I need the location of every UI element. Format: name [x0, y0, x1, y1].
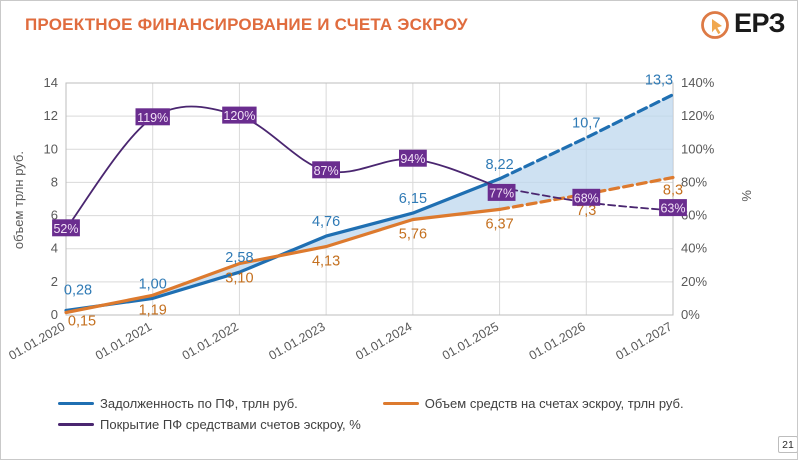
svg-text:4,13: 4,13 — [312, 254, 340, 270]
svg-text:6,37: 6,37 — [485, 216, 513, 232]
svg-text:0,15: 0,15 — [68, 314, 96, 330]
svg-text:2: 2 — [51, 274, 58, 289]
svg-text:120%: 120% — [681, 108, 715, 123]
svg-text:10: 10 — [44, 141, 58, 156]
svg-text:12: 12 — [44, 108, 58, 123]
svg-text:6,15: 6,15 — [399, 191, 427, 207]
svg-text:1,19: 1,19 — [139, 302, 167, 318]
svg-text:77%: 77% — [489, 186, 514, 200]
svg-text:40%: 40% — [681, 241, 707, 256]
svg-text:4,76: 4,76 — [312, 214, 340, 230]
svg-text:01.01.2025: 01.01.2025 — [440, 319, 501, 362]
svg-text:5,76: 5,76 — [399, 227, 427, 243]
svg-text:63%: 63% — [660, 202, 685, 216]
svg-text:3,10: 3,10 — [225, 271, 253, 287]
svg-text:01.01.2024: 01.01.2024 — [353, 319, 414, 362]
svg-text:0%: 0% — [681, 307, 700, 322]
svg-text:94%: 94% — [400, 152, 425, 166]
svg-text:01.01.2021: 01.01.2021 — [93, 319, 154, 362]
svg-text:01.01.2023: 01.01.2023 — [266, 319, 327, 362]
svg-text:80%: 80% — [681, 174, 707, 189]
svg-text:1,00: 1,00 — [139, 276, 167, 292]
svg-text:100%: 100% — [681, 141, 715, 156]
svg-text:01.01.2026: 01.01.2026 — [527, 319, 588, 362]
svg-text:119%: 119% — [137, 111, 168, 125]
svg-text:8: 8 — [51, 174, 58, 189]
svg-text:87%: 87% — [314, 164, 339, 178]
svg-text:10,7: 10,7 — [572, 116, 600, 132]
svg-text:01.01.2027: 01.01.2027 — [613, 319, 674, 362]
svg-text:8,3: 8,3 — [663, 183, 683, 199]
svg-text:8,22: 8,22 — [485, 157, 513, 173]
svg-text:20%: 20% — [681, 274, 707, 289]
svg-text:52%: 52% — [53, 222, 78, 236]
svg-text:14: 14 — [44, 75, 58, 90]
svg-text:120%: 120% — [223, 109, 255, 123]
svg-text:68%: 68% — [574, 191, 599, 205]
svg-text:2,58: 2,58 — [225, 250, 253, 266]
svg-text:0,28: 0,28 — [64, 282, 92, 298]
svg-text:01.01.2020: 01.01.2020 — [6, 319, 67, 362]
svg-text:4: 4 — [51, 241, 58, 256]
svg-text:0: 0 — [51, 307, 58, 322]
svg-text:01.01.2022: 01.01.2022 — [180, 319, 241, 362]
svg-text:13,3: 13,3 — [645, 73, 673, 89]
svg-text:140%: 140% — [681, 75, 715, 90]
